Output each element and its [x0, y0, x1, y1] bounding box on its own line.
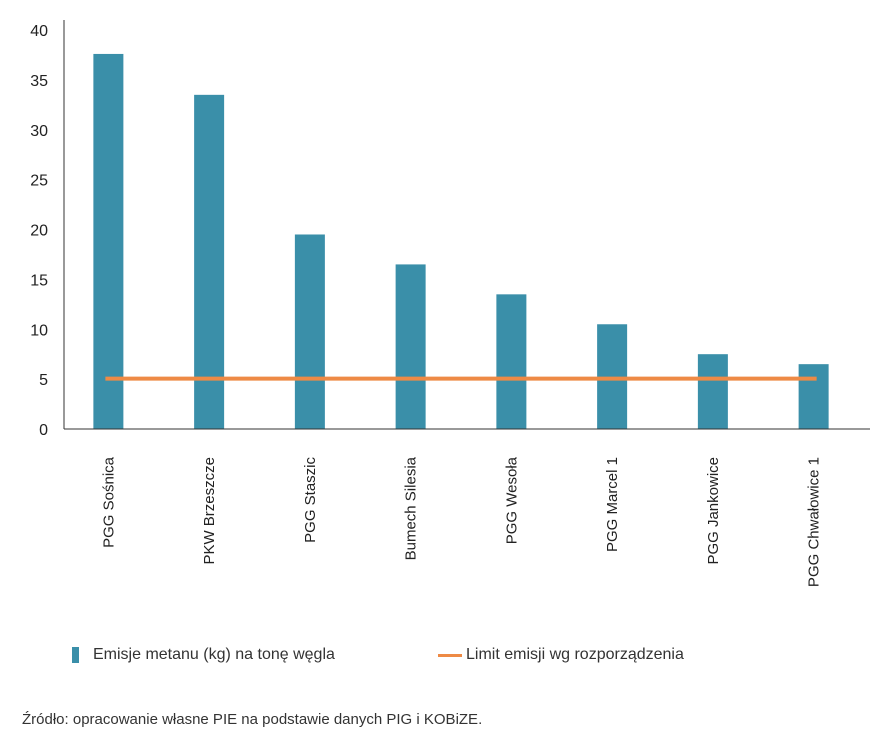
x-category-label: PGG Staszic [302, 457, 319, 543]
y-tick-label: 15 [30, 272, 48, 289]
x-axis: PGG Sośnica PKW Brzeszcze PGG Staszic Bumec… [64, 428, 870, 587]
chart: 0 5 10 15 20 25 30 35 40 PGG Sośnica PKW Brzeszcz… [30, 20, 870, 587]
bar [294, 234, 325, 429]
y-tick-label: 35 [30, 73, 48, 90]
y-tick-label: 0 [39, 422, 48, 439]
y-tick-label: 5 [39, 372, 48, 389]
bar [194, 94, 225, 430]
y-tick-label: 10 [30, 322, 48, 339]
legend-item-bars: Emisje metanu (kg) na tonę węgla [72, 643, 335, 667]
x-category-label: PGG Jankowice [705, 457, 722, 565]
legend-bar-swatch [72, 647, 79, 663]
legend-line-label: Limit emisji wg rozporządzenia [466, 646, 684, 663]
x-category-label: PGG Wesoła [503, 456, 520, 544]
bar [496, 294, 527, 429]
legend-line-swatch [438, 653, 462, 657]
bar [798, 364, 829, 429]
x-category-label: PGG Chwałowice 1 [806, 457, 823, 587]
y-tick-label: 40 [30, 23, 48, 40]
y-tick-label: 20 [30, 223, 48, 240]
x-category-label: PGG Sośnica [100, 456, 117, 548]
legend: Emisje metanu (kg) na tonę węgla Limit e… [72, 643, 872, 667]
bar [93, 53, 124, 429]
source-note: Źródło: opracowanie własne PIE na podsta… [22, 711, 483, 728]
bars [93, 53, 829, 430]
legend-item-line: Limit emisji wg rozporządzenia [438, 643, 684, 667]
x-category-label: PGG Marcel 1 [604, 457, 621, 552]
y-tick-label: 30 [30, 123, 48, 140]
x-category-label: Bumech Silesia [403, 456, 420, 560]
y-axis: 0 5 10 15 20 25 30 35 40 [30, 20, 65, 439]
legend-bar-label: Emisje metanu (kg) na tonę węgla [93, 646, 335, 663]
y-tick-label: 25 [30, 173, 48, 190]
x-category-label: PKW Brzeszcze [201, 457, 218, 565]
bar [697, 354, 728, 429]
bar [395, 264, 426, 429]
